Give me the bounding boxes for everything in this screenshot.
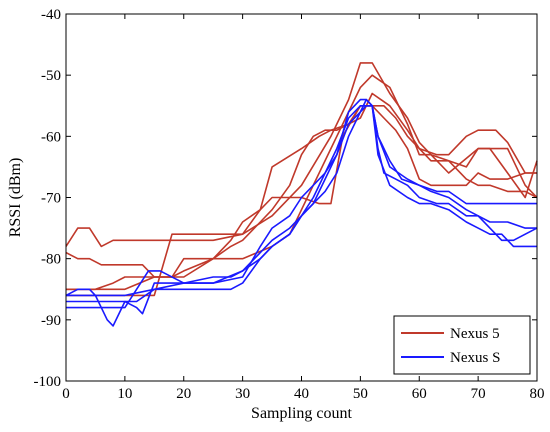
y-axis-label: RSSI (dBm) [7, 158, 24, 238]
x-tick-label: 80 [530, 386, 545, 402]
x-tick-label: 60 [412, 386, 427, 402]
series-line-0 [65, 62, 538, 248]
series-line-1 [65, 74, 538, 278]
tick-labels: 0 10 20 30 40 50 60 70 80 -100 -90 -80 -70 -60 -50 -40 [34, 7, 545, 402]
series-line-6 [66, 105, 537, 315]
x-tick-label: 40 [294, 386, 309, 402]
legend-box [393, 315, 531, 375]
x-tick-label: 50 [353, 386, 368, 402]
y-tick-label: -60 [41, 129, 61, 145]
series-line-5 [65, 98, 538, 327]
y-tick-label: -80 [41, 252, 61, 268]
legend-label-nexus-s: Nexus S [450, 350, 500, 366]
y-tick-label: -90 [41, 313, 61, 329]
x-tick-label: 20 [176, 386, 191, 402]
y-tick-label: -70 [41, 191, 61, 207]
series-line-4 [66, 105, 538, 291]
x-axis-label: Sampling count [251, 405, 352, 422]
x-tick-label: 30 [235, 386, 250, 402]
y-tick-label: -100 [34, 374, 62, 390]
x-tick-label: 10 [117, 386, 132, 402]
legend-label-nexus-5: Nexus 5 [450, 326, 500, 342]
x-tick-label: 0 [62, 386, 70, 402]
x-tick-label: 70 [471, 386, 486, 402]
axis-ticks [65, 13, 538, 382]
legend: Nexus 5 Nexus S [393, 315, 531, 375]
y-tick-label: -50 [41, 68, 61, 84]
y-tick-label: -40 [41, 7, 61, 23]
series-line-8 [66, 98, 537, 297]
series-lines [65, 62, 538, 327]
series-line-7 [66, 105, 537, 309]
